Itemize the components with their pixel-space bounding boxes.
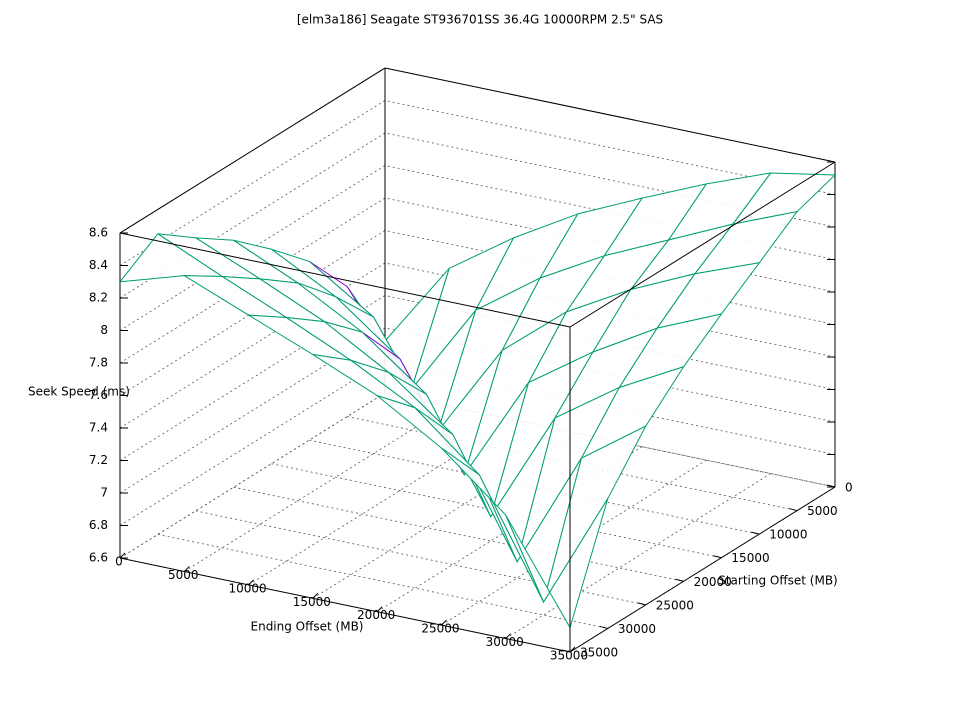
x-tick: [569, 646, 576, 653]
y-tick-label: 25000: [656, 598, 694, 612]
y-tick: [751, 531, 760, 535]
y-tick: [826, 484, 836, 488]
x-tick: [248, 579, 254, 586]
x-tick: [119, 552, 126, 559]
y-tick-label: 5000: [807, 504, 838, 518]
x-tick-label: 25000: [421, 622, 459, 636]
z-tick-label: 6.8: [89, 518, 108, 532]
x-grid-line: [119, 392, 386, 559]
y-tick: [599, 625, 608, 629]
x-grid-line: [184, 406, 450, 572]
x-tick: [312, 592, 319, 599]
y-tick-label: 35000: [580, 646, 618, 660]
z-tick-label: 7: [100, 486, 108, 500]
frame-edge: [119, 557, 571, 653]
y-grid-line: [195, 510, 646, 606]
z-tick-label: 8.6: [89, 226, 108, 240]
y-tick-label: 30000: [618, 622, 656, 636]
x-tick-label: 30000: [486, 635, 524, 649]
z-tick-label: 7.8: [89, 356, 108, 370]
y-grid-line: [233, 486, 684, 582]
z-axis-label: Seek Speed (ms): [28, 385, 130, 399]
z-tick-label: 8.4: [89, 258, 108, 272]
x-tick-label: 5000: [168, 568, 199, 582]
frame-edge: [569, 161, 836, 328]
y-tick-label: 15000: [731, 551, 769, 565]
x-tick: [376, 606, 383, 613]
y-tick: [713, 555, 722, 559]
y-grid-line: [309, 439, 760, 535]
x-axis-label: Ending Offset (MB): [251, 620, 364, 634]
y-tick: [789, 508, 798, 512]
y-tick: [675, 578, 684, 582]
frame-edge: [384, 67, 836, 163]
x-tick-label: 0: [115, 555, 123, 569]
y-grid-line: [157, 534, 608, 629]
frame-edge: [119, 67, 386, 234]
frame-edge: [569, 486, 836, 653]
chart-title: [elm3a186] Seagate ST936701SS 36.4G 1000…: [297, 13, 663, 27]
y-tick: [637, 602, 646, 606]
z-tick-label: 7.4: [89, 421, 108, 435]
z-tick-label: 8: [100, 323, 108, 337]
y-tick-label: 10000: [769, 528, 807, 542]
y-tick-label: 20000: [694, 575, 732, 589]
x-tick-label: 20000: [357, 608, 395, 622]
y-axis-label: Starting Offset (MB): [718, 574, 838, 588]
x-grid-line: [505, 473, 771, 639]
frame-edge: [119, 232, 571, 328]
x-tick-label: 10000: [228, 581, 266, 595]
y-tick: [561, 649, 571, 653]
x-tick: [183, 566, 190, 572]
x-tick: [441, 619, 447, 626]
x-tick: [505, 633, 512, 639]
z-tick-label: 7.2: [89, 453, 108, 467]
x-grid-line: [312, 432, 579, 599]
x-tick-label: 35000: [550, 649, 588, 663]
y-tick-label: 0: [845, 481, 853, 495]
x-grid-line: [248, 419, 514, 586]
x-tick-label: 15000: [293, 595, 331, 609]
z-tick-label: 6.6: [89, 551, 108, 565]
y-grid-line: [271, 463, 722, 559]
z-tick-label: 8.2: [89, 291, 108, 305]
z-tick-label: 7.6: [89, 388, 108, 402]
